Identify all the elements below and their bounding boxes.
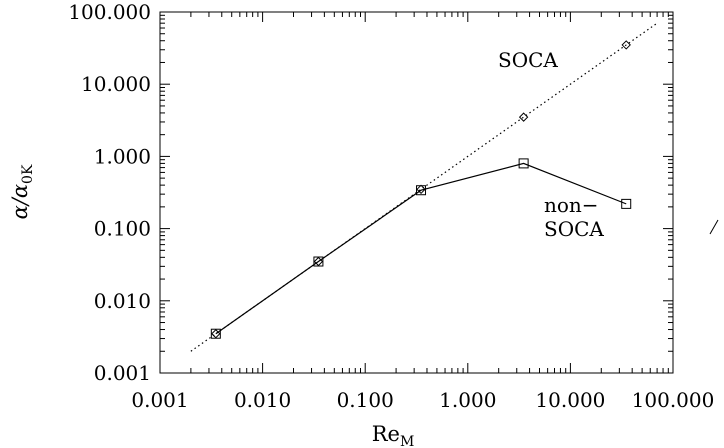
non-soca-point [210,328,221,339]
y-tick-label: 0.100 [94,217,151,241]
plot-frame [159,11,674,374]
series-non-soca [210,158,632,339]
x-tick-label: 100.000 [632,388,715,412]
y-tick-label: 1.000 [94,144,151,168]
soca-point [621,40,631,50]
y-axis: 0.001 0.010 0.100 1.000 10.000 100.000 [68,0,673,385]
plot-border [159,11,674,374]
x-axis: 0.001 0.010 0.100 1.000 10.000 100.000 [131,12,714,412]
annotation-soca-2: SOCA [544,217,604,241]
x-tick-label: 0.010 [234,388,291,412]
y-axis-title: α/α0K [8,164,36,219]
x-axis-title: ReM [372,422,415,448]
x-tick-label: 1.000 [439,388,496,412]
annotation-soca: SOCA [498,48,558,72]
y-tick-label: 100.000 [68,0,151,24]
soca-point [518,112,529,122]
non-soca-point [518,158,529,169]
x-tick-label: 0.100 [337,388,394,412]
non-soca-point [313,256,324,267]
y-tick-label: 0.001 [94,361,151,385]
soca-point [416,184,426,195]
annotation-non: non− [544,193,599,217]
non-soca-point [416,185,427,196]
x-tick-label: 0.001 [131,388,188,412]
cropped-edge-mark [709,219,719,235]
y-tick-label: 10.000 [81,72,151,96]
x-tick-label: 10.000 [535,388,605,412]
non-soca-line [215,162,627,335]
y-tick-label: 0.010 [94,289,151,313]
non-soca-point [621,198,632,209]
